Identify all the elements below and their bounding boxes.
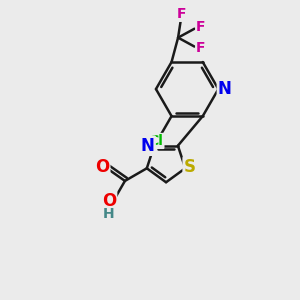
Text: O: O xyxy=(95,158,109,176)
Text: S: S xyxy=(184,158,196,176)
Text: F: F xyxy=(176,7,186,21)
Text: F: F xyxy=(196,20,206,34)
Text: N: N xyxy=(141,137,154,155)
Text: F: F xyxy=(196,41,206,55)
Text: H: H xyxy=(103,207,115,221)
Text: N: N xyxy=(218,80,232,98)
Text: Cl: Cl xyxy=(148,134,164,148)
Text: O: O xyxy=(102,192,116,210)
